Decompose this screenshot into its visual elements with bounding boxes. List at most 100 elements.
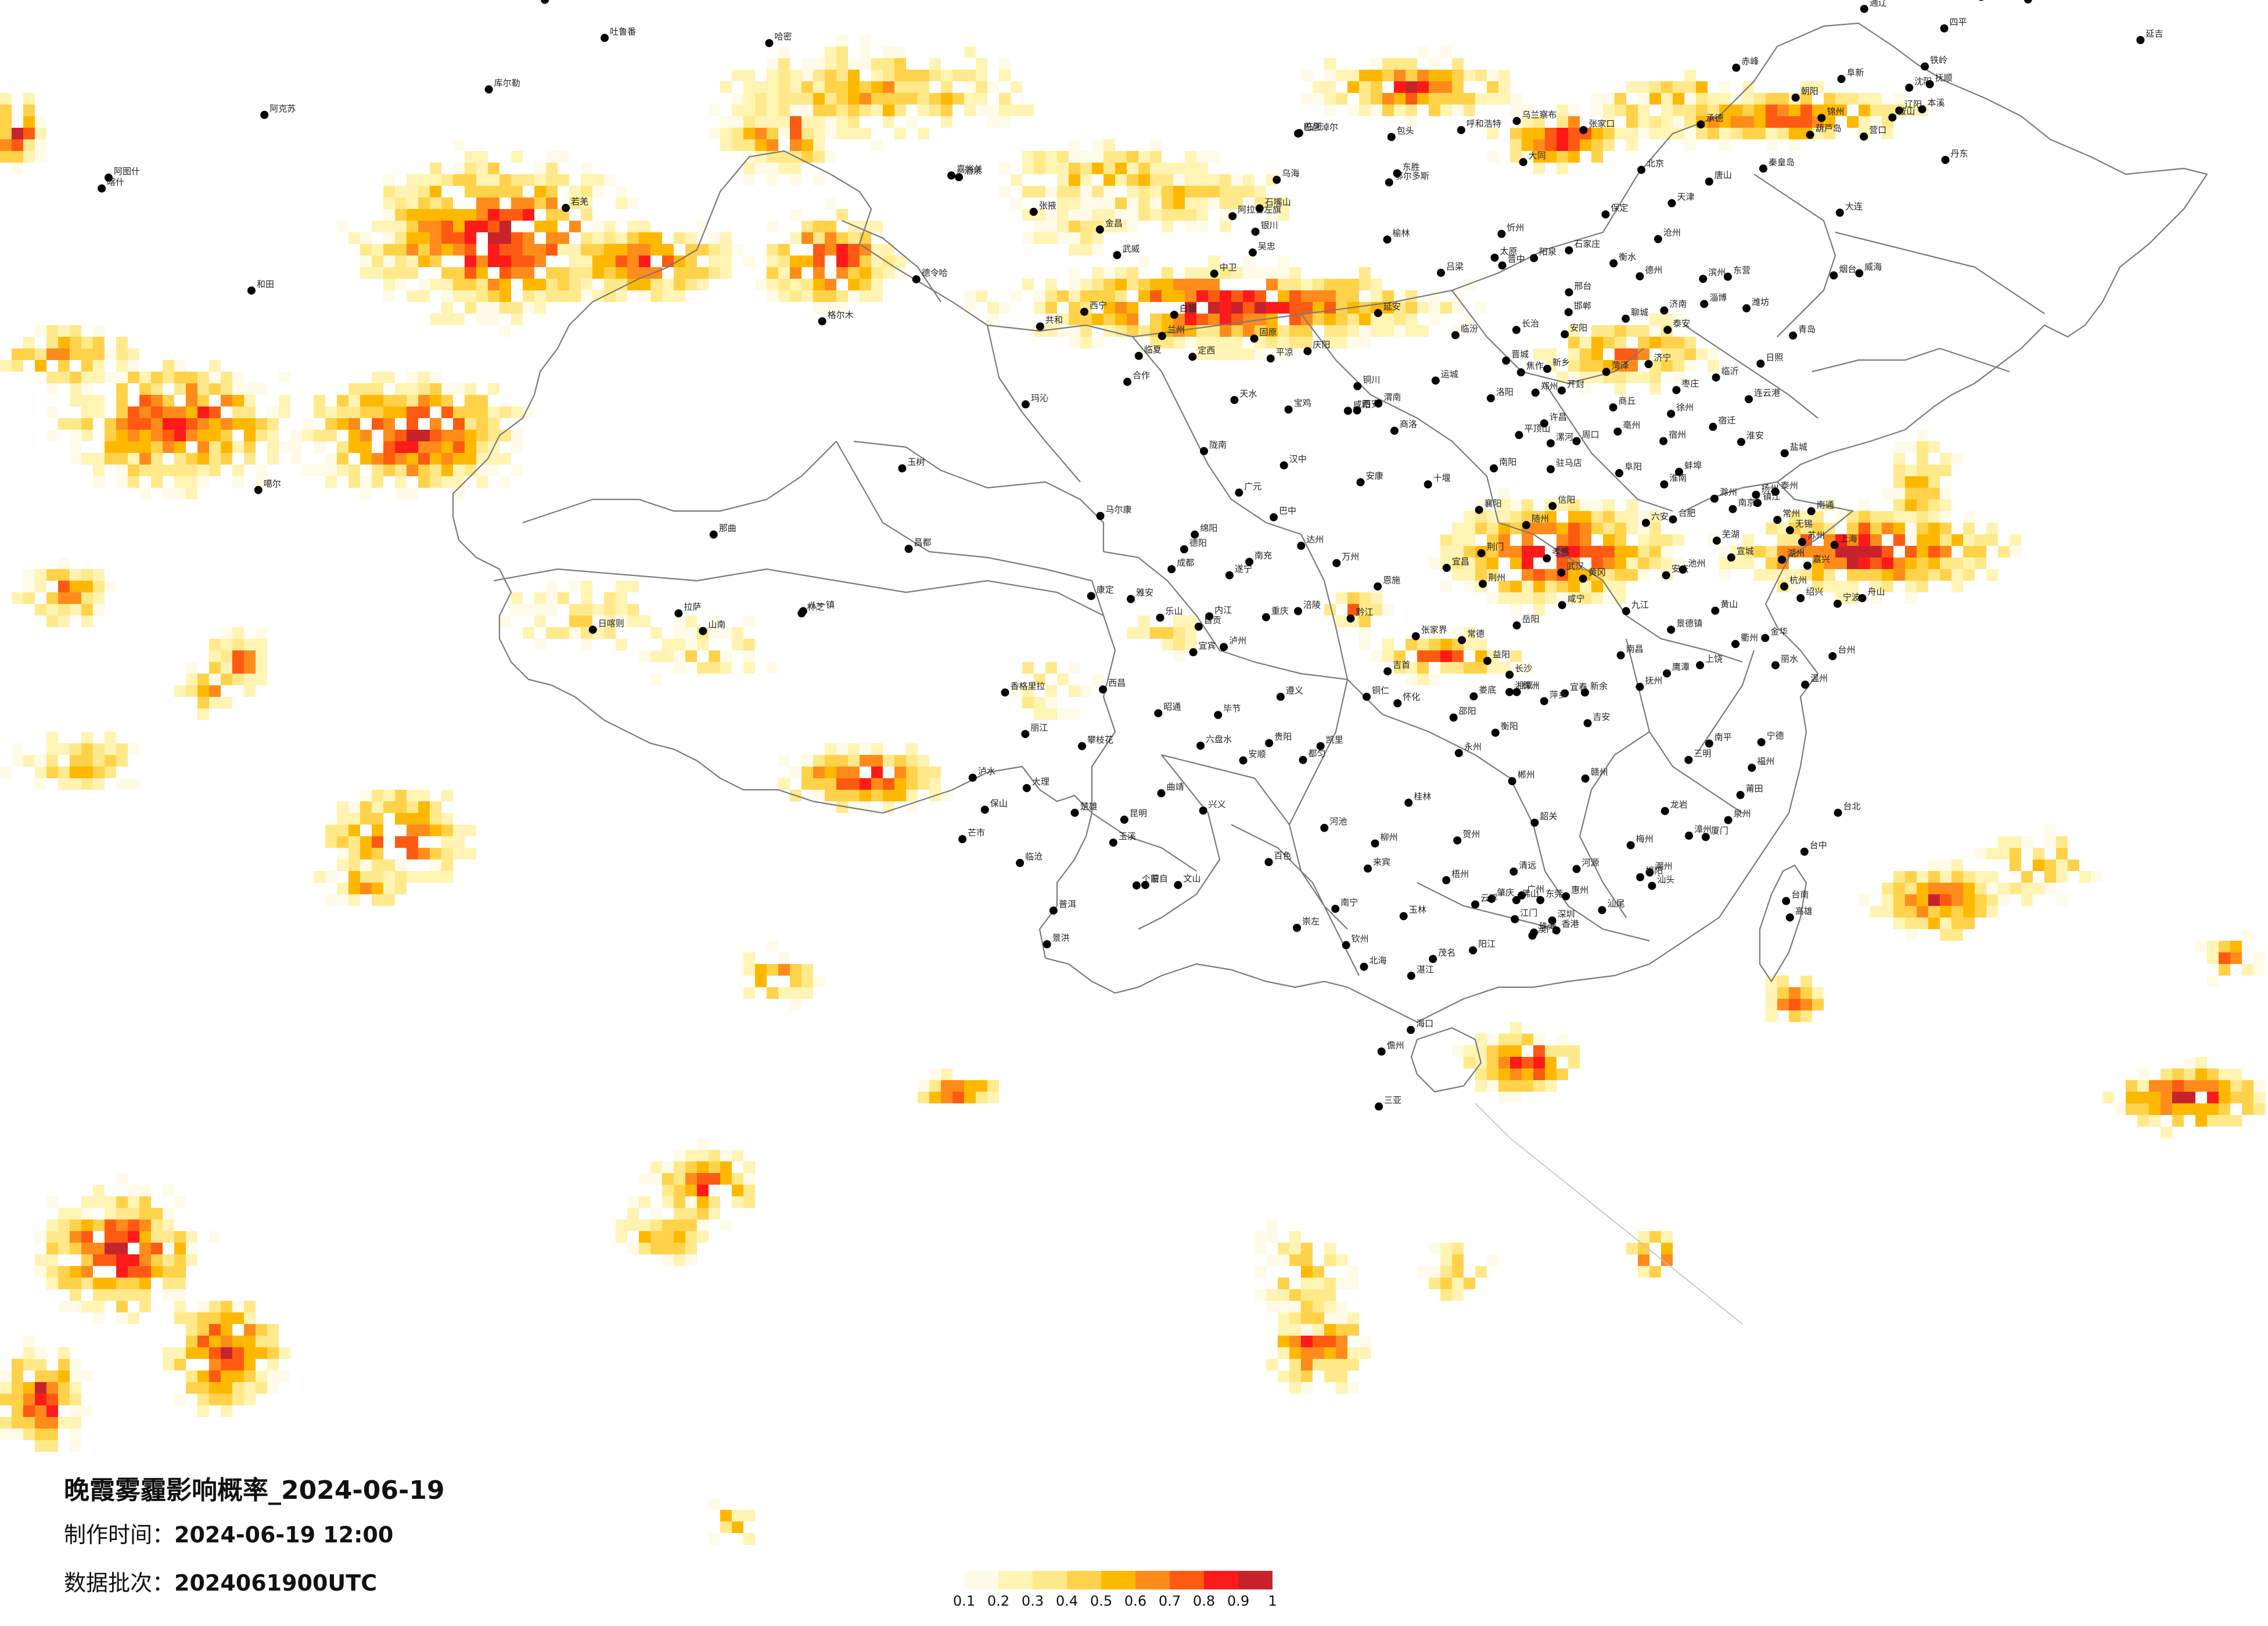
city-marker: 株洲 bbox=[1512, 681, 1540, 696]
city-marker: 商洛 bbox=[1390, 419, 1417, 435]
city-marker: 舟山 bbox=[1858, 587, 1885, 603]
city-dot bbox=[104, 173, 113, 182]
city-marker: 昆明 bbox=[1120, 808, 1147, 824]
city-label: 咸阳 bbox=[1353, 399, 1371, 409]
city-marker: 平凉 bbox=[1266, 347, 1293, 363]
city-dot bbox=[1828, 652, 1837, 660]
city-dot bbox=[1756, 359, 1765, 368]
city-marker: 龙岩 bbox=[1660, 800, 1688, 815]
city-marker: 石嘴山 bbox=[1255, 197, 1291, 213]
city-marker: 马尔康 bbox=[1096, 505, 1132, 520]
city-dot bbox=[1080, 307, 1088, 316]
city-dot bbox=[1316, 742, 1325, 750]
city-label: 锦州 bbox=[1827, 106, 1844, 117]
city-label: 开封 bbox=[1567, 379, 1584, 389]
city-label: 遂宁 bbox=[1235, 564, 1252, 574]
city-dot bbox=[1377, 1047, 1386, 1056]
city-marker: 张掖 bbox=[1029, 200, 1056, 216]
city-marker: 东营 bbox=[1723, 265, 1751, 281]
city-marker: 乐山 bbox=[1156, 606, 1183, 622]
city-dot bbox=[1043, 940, 1051, 949]
city-label: 黄冈 bbox=[1588, 567, 1606, 578]
city-label: 苏州 bbox=[1807, 530, 1825, 541]
city-label: 舟山 bbox=[1868, 587, 1885, 597]
city-marker: 高雄 bbox=[1785, 906, 1813, 922]
city-dot bbox=[1807, 507, 1816, 516]
city-label: 邯郸 bbox=[1574, 301, 1591, 311]
city-marker: 海口 bbox=[1407, 1019, 1433, 1034]
city-label: 林芝 bbox=[807, 602, 824, 612]
city-dot bbox=[1505, 688, 1514, 696]
city-label: 绍兴 bbox=[1806, 587, 1823, 597]
city-marker: 临河 bbox=[1295, 121, 1322, 138]
city-label: 佛山 bbox=[1522, 888, 1539, 899]
legend-tick-label: 0.9 bbox=[1227, 1593, 1250, 1609]
city-marker: 抚顺 bbox=[1925, 73, 1953, 88]
province-line bbox=[1684, 481, 1778, 512]
city-dot bbox=[1712, 536, 1721, 545]
city-dot bbox=[1830, 271, 1838, 280]
city-dot bbox=[1732, 63, 1741, 72]
city-marker: 德阳 bbox=[1180, 538, 1207, 553]
city-dot bbox=[1663, 326, 1672, 334]
city-label: 郑州 bbox=[1541, 381, 1558, 391]
city-dot bbox=[1648, 882, 1656, 890]
province-line bbox=[522, 441, 837, 524]
city-label: 昆明 bbox=[1130, 808, 1147, 818]
city-marker: 运城 bbox=[1431, 369, 1458, 385]
province-line bbox=[1625, 638, 1743, 814]
city-marker: 芜湖 bbox=[1712, 529, 1739, 545]
city-label: 河池 bbox=[1329, 816, 1347, 827]
city-marker: 抚州 bbox=[1636, 675, 1662, 691]
city-dot bbox=[1454, 749, 1463, 757]
city-marker: 库尔勒 bbox=[484, 78, 520, 93]
city-dot bbox=[562, 204, 570, 213]
city-dot bbox=[1558, 600, 1566, 609]
city-dot bbox=[1451, 331, 1460, 340]
city-dot bbox=[904, 545, 913, 553]
city-marker: 商丘 bbox=[1609, 396, 1636, 412]
city-dot bbox=[1785, 913, 1794, 922]
city-marker: 泰州 bbox=[1771, 480, 1798, 496]
city-marker: 巴中 bbox=[1270, 506, 1296, 521]
city-label: 巴彦淖尔 bbox=[1303, 122, 1338, 132]
city-label: 通辽 bbox=[1870, 0, 1887, 8]
city-marker: 保山 bbox=[980, 798, 1008, 814]
city-dot bbox=[1374, 309, 1382, 318]
city-label: 淮安 bbox=[1746, 430, 1764, 441]
city-label: 漳州 bbox=[1694, 824, 1712, 834]
city-label: 保定 bbox=[1611, 203, 1628, 213]
city-label: 昭通 bbox=[1163, 702, 1181, 712]
city-dot bbox=[1191, 530, 1199, 539]
city-marker: 赤峰 bbox=[1732, 56, 1759, 72]
city-dot bbox=[1273, 175, 1281, 184]
city-marker: 锦州 bbox=[1817, 106, 1844, 123]
legend-swatch-7 bbox=[1170, 1571, 1204, 1589]
city-dot bbox=[1199, 447, 1208, 455]
city-dot bbox=[1662, 571, 1670, 580]
city-marker: 哈密 bbox=[765, 31, 792, 48]
city-marker: 秦皇岛 bbox=[1759, 157, 1795, 173]
province-line bbox=[1091, 615, 1116, 813]
city-marker: 南通 bbox=[1807, 499, 1834, 516]
city-dot bbox=[1127, 595, 1135, 603]
city-marker: 益阳 bbox=[1483, 649, 1510, 665]
city-label: 西宁 bbox=[1090, 300, 1107, 311]
legend-tick-label: 0.7 bbox=[1158, 1593, 1181, 1609]
production-time-value: 2024-06-19 12:00 bbox=[174, 1522, 394, 1548]
city-marker: 厦门 bbox=[1701, 825, 1728, 841]
city-dot bbox=[1157, 789, 1166, 798]
city-marker: 娄底 bbox=[1469, 685, 1496, 701]
city-dot bbox=[1731, 640, 1740, 649]
city-dot bbox=[1737, 438, 1745, 447]
city-dot bbox=[1540, 419, 1548, 428]
city-label: 玛沁 bbox=[1031, 393, 1048, 403]
city-marker: 周口 bbox=[1572, 430, 1600, 445]
city-dot bbox=[1487, 894, 1496, 903]
city-dot bbox=[1158, 332, 1166, 340]
city-marker: 鞍山 bbox=[1888, 106, 1915, 122]
city-marker: 白银 bbox=[1170, 303, 1197, 319]
city-label: 商洛 bbox=[1400, 419, 1417, 430]
city-label: 淮南 bbox=[1669, 473, 1687, 483]
city-dot bbox=[1491, 728, 1500, 737]
